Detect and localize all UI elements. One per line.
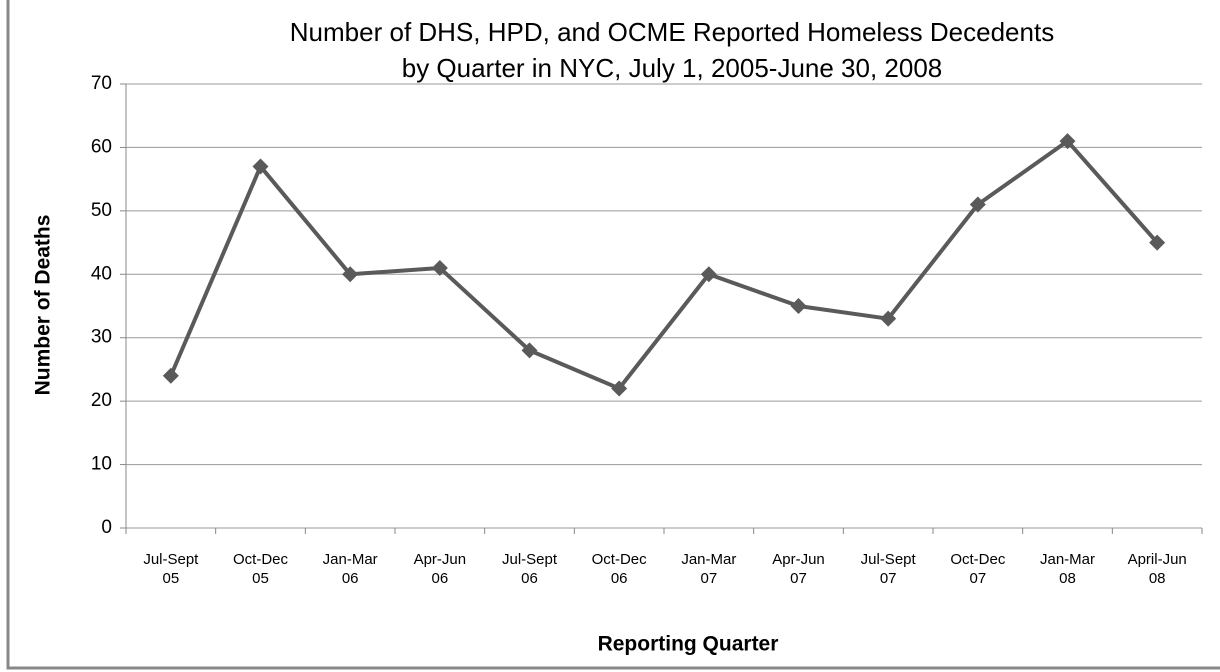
data-marker: [611, 380, 628, 397]
data-marker: [1059, 133, 1076, 150]
data-marker: [162, 367, 179, 384]
x-tick-label: Oct-Dec 07: [950, 551, 1006, 587]
x-tick-label: Apr-Jun 06: [413, 551, 467, 587]
chart-subtitle: by Quarter in NYC, July 1, 2005-June 30,…: [402, 53, 943, 83]
data-marker: [969, 196, 986, 213]
x-axis-label: Reporting Quarter: [598, 633, 779, 656]
x-tick-label: Jan-Mar 08: [1039, 551, 1095, 587]
data-marker: [342, 266, 359, 283]
chart-title: Number of DHS, HPD, and OCME Reported Ho…: [290, 17, 1054, 47]
data-marker: [790, 298, 807, 314]
x-tick-label: Jan-Mar 06: [322, 551, 378, 587]
x-tick-label: Jul-Sept 06: [501, 551, 558, 587]
data-marker: [880, 310, 897, 327]
y-tick-label: 10: [91, 454, 112, 475]
data-marker: [521, 342, 538, 359]
x-tick-label: April-Jun 08: [1127, 551, 1187, 587]
data-marker: [252, 158, 269, 175]
data-line: [168, 139, 1159, 391]
y-tick-label: 60: [91, 136, 112, 157]
y-tick-label: 30: [91, 327, 112, 348]
x-tick-label: Jan-Mar 07: [681, 551, 737, 587]
y-tick-label: 0: [101, 517, 112, 538]
data-marker: [431, 259, 448, 276]
x-tick-label: Apr-Jun 07: [772, 551, 825, 587]
y-axis-label: Number of Deaths: [32, 215, 55, 396]
x-tick-label: Oct-Dec 05: [232, 551, 288, 587]
data-marker: [700, 266, 717, 283]
x-tick-label: Jul-Sept 07: [860, 551, 916, 587]
chart-border: [6, 0, 1220, 670]
y-tick-label: 40: [91, 263, 112, 284]
x-tick-label: Jul-Sept 05: [143, 551, 199, 587]
y-tick-label: 50: [91, 200, 112, 221]
data-marker: [1149, 234, 1166, 251]
y-tick-label: 70: [91, 73, 112, 94]
x-tick-label: Oct-Dec 06: [591, 551, 647, 587]
y-tick-label: 20: [91, 390, 112, 411]
